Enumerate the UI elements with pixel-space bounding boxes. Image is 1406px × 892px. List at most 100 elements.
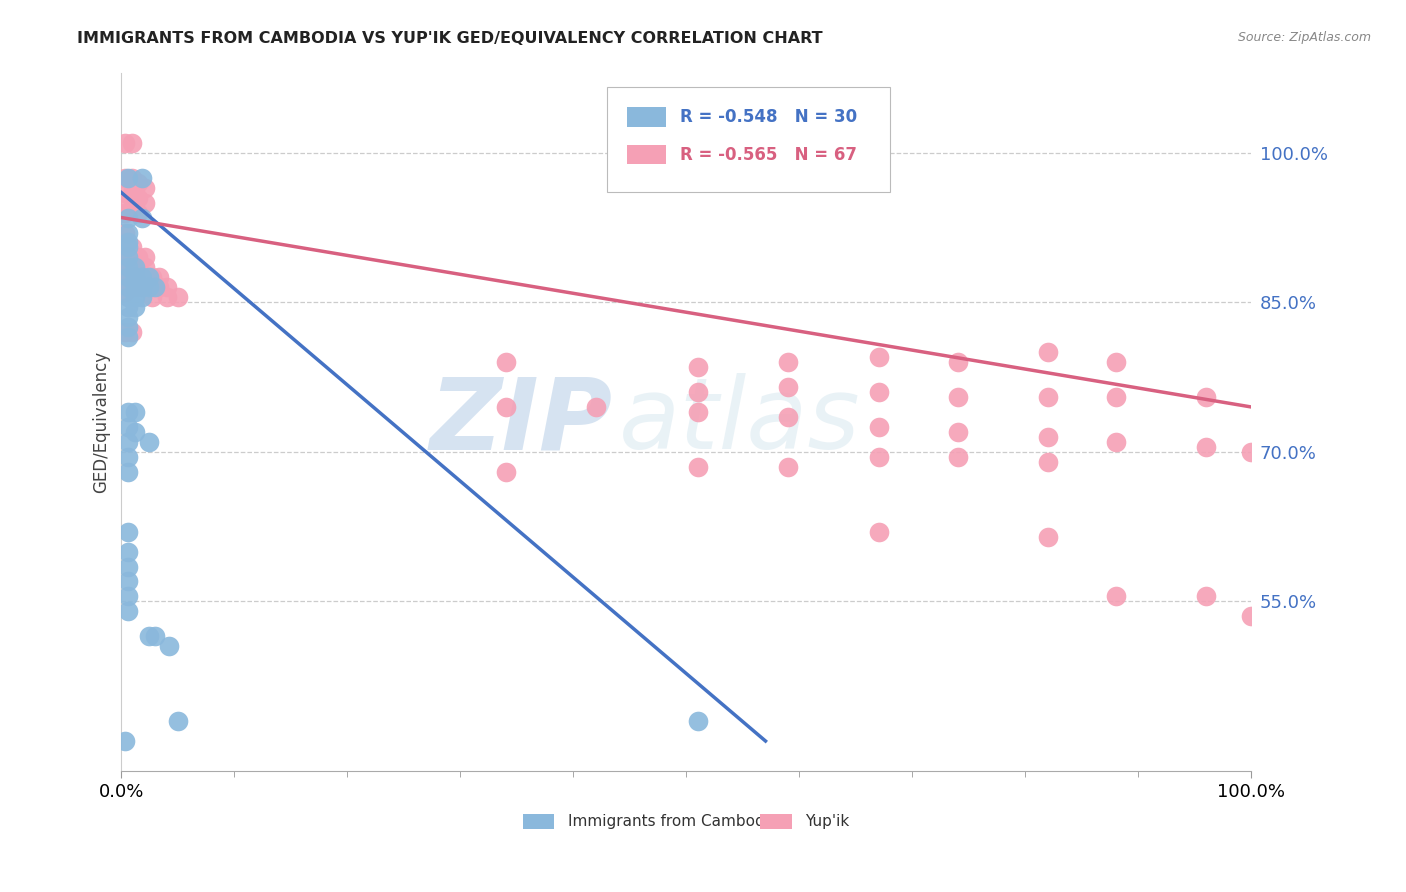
Point: [124, 405, 146, 419]
Point: [868, 350, 890, 364]
Point: [124, 270, 146, 285]
Point: [117, 290, 139, 304]
Point: [141, 280, 163, 294]
Point: [778, 409, 800, 424]
Point: [121, 240, 143, 254]
Point: [117, 226, 139, 240]
FancyBboxPatch shape: [607, 87, 890, 192]
Text: Immigrants from Cambodia: Immigrants from Cambodia: [568, 814, 778, 829]
Point: [167, 714, 190, 728]
Bar: [523, 814, 554, 829]
Point: [131, 290, 153, 304]
Point: [127, 260, 149, 275]
Point: [143, 280, 166, 294]
Point: [121, 201, 143, 215]
Point: [131, 280, 153, 294]
Point: [134, 251, 156, 265]
Point: [1036, 430, 1059, 444]
Point: [117, 300, 139, 314]
Point: [141, 270, 163, 285]
Point: [1105, 590, 1128, 604]
Point: [117, 211, 139, 225]
Point: [127, 270, 149, 285]
Point: [1036, 345, 1059, 359]
Point: [121, 251, 143, 265]
Point: [1195, 590, 1218, 604]
Point: [121, 260, 143, 275]
Point: [131, 270, 153, 285]
Point: [114, 195, 136, 210]
Text: atlas: atlas: [619, 374, 860, 470]
Point: [1240, 609, 1263, 624]
Point: [778, 459, 800, 474]
Point: [117, 590, 139, 604]
Text: Source: ZipAtlas.com: Source: ZipAtlas.com: [1237, 31, 1371, 45]
Text: R = -0.548   N = 30: R = -0.548 N = 30: [679, 108, 856, 126]
Point: [117, 270, 139, 285]
Point: [114, 245, 136, 260]
Point: [868, 524, 890, 539]
Point: [143, 629, 166, 643]
Point: [117, 310, 139, 325]
Point: [121, 270, 143, 285]
Point: [127, 205, 149, 219]
Point: [946, 390, 969, 404]
Point: [117, 544, 139, 558]
Point: [114, 170, 136, 185]
Point: [117, 170, 139, 185]
Point: [946, 425, 969, 439]
Point: [167, 290, 190, 304]
Point: [1036, 390, 1059, 404]
Point: [124, 260, 146, 275]
Point: [124, 280, 146, 294]
Point: [156, 290, 179, 304]
Point: [946, 450, 969, 464]
Point: [117, 330, 139, 344]
Point: [114, 734, 136, 748]
Point: [1036, 455, 1059, 469]
Point: [117, 465, 139, 479]
Point: [1195, 390, 1218, 404]
Point: [117, 260, 139, 275]
Point: [117, 450, 139, 464]
Bar: [759, 814, 792, 829]
Point: [127, 251, 149, 265]
Point: [121, 186, 143, 200]
Point: [114, 265, 136, 279]
Point: [156, 280, 179, 294]
Point: [946, 355, 969, 369]
Bar: [627, 107, 666, 127]
Point: [131, 211, 153, 225]
Text: IMMIGRANTS FROM CAMBODIA VS YUP'IK GED/EQUIVALENCY CORRELATION CHART: IMMIGRANTS FROM CAMBODIA VS YUP'IK GED/E…: [77, 31, 823, 46]
Point: [121, 136, 143, 150]
Point: [117, 235, 139, 250]
Point: [117, 604, 139, 618]
Point: [114, 226, 136, 240]
Y-axis label: GED/Equivalency: GED/Equivalency: [93, 351, 110, 493]
Point: [148, 270, 170, 285]
Point: [1105, 355, 1128, 369]
Point: [495, 355, 517, 369]
Point: [1036, 530, 1059, 544]
Point: [121, 325, 143, 339]
Point: [117, 420, 139, 434]
Point: [117, 280, 139, 294]
Point: [686, 459, 709, 474]
Point: [117, 434, 139, 449]
Point: [686, 714, 709, 728]
Point: [138, 629, 160, 643]
Point: [127, 280, 149, 294]
Point: [114, 255, 136, 269]
Point: [585, 400, 607, 414]
Point: [121, 170, 143, 185]
Point: [127, 176, 149, 190]
Point: [114, 285, 136, 300]
Point: [686, 360, 709, 375]
Point: [495, 400, 517, 414]
Point: [124, 425, 146, 439]
Point: [114, 325, 136, 339]
Point: [778, 380, 800, 394]
Point: [686, 405, 709, 419]
Point: [138, 270, 160, 285]
Point: [1195, 440, 1218, 454]
